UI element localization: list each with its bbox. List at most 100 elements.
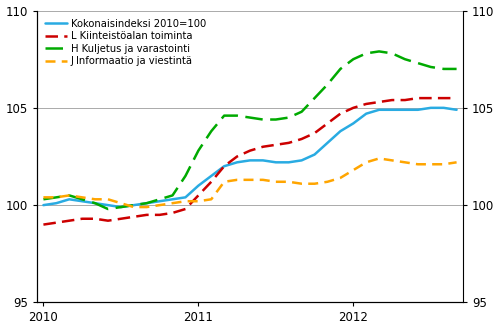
- J Informaatio ja viestintä: [247, 178, 253, 182]
- J Informaatio ja viestintä: [79, 195, 85, 199]
- H Kuljetus ja varastointi: [118, 205, 124, 209]
- L Kiinteistöalan toiminta: [66, 219, 72, 223]
- L Kiinteistöalan toiminta: [376, 100, 382, 104]
- Kokonaisindeksi 2010=100: [92, 201, 98, 205]
- H Kuljetus ja varastointi: [182, 174, 188, 178]
- L Kiinteistöalan toiminta: [286, 141, 292, 145]
- Kokonaisindeksi 2010=100: [338, 129, 344, 133]
- J Informaatio ja viestintä: [182, 199, 188, 203]
- Kokonaisindeksi 2010=100: [350, 121, 356, 125]
- L Kiinteistöalan toiminta: [144, 213, 150, 217]
- Kokonaisindeksi 2010=100: [170, 197, 175, 201]
- J Informaatio ja viestintä: [273, 180, 279, 184]
- J Informaatio ja viestintä: [350, 168, 356, 172]
- Kokonaisindeksi 2010=100: [428, 106, 434, 110]
- J Informaatio ja viestintä: [286, 180, 292, 184]
- J Informaatio ja viestintä: [260, 178, 266, 182]
- L Kiinteistöalan toiminta: [196, 193, 202, 197]
- J Informaatio ja viestintä: [118, 201, 124, 205]
- J Informaatio ja viestintä: [105, 197, 111, 201]
- J Informaatio ja viestintä: [208, 197, 214, 201]
- J Informaatio ja viestintä: [131, 205, 137, 209]
- J Informaatio ja viestintä: [234, 178, 240, 182]
- L Kiinteistöalan toiminta: [92, 217, 98, 221]
- Kokonaisindeksi 2010=100: [286, 160, 292, 164]
- J Informaatio ja viestintä: [415, 162, 421, 166]
- Kokonaisindeksi 2010=100: [118, 205, 124, 209]
- L Kiinteistöalan toiminta: [312, 131, 318, 135]
- H Kuljetus ja varastointi: [66, 193, 72, 197]
- J Informaatio ja viestintä: [376, 156, 382, 160]
- J Informaatio ja viestintä: [338, 176, 344, 180]
- Kokonaisindeksi 2010=100: [247, 158, 253, 162]
- Kokonaisindeksi 2010=100: [182, 195, 188, 199]
- L Kiinteistöalan toiminta: [298, 137, 304, 141]
- J Informaatio ja viestintä: [389, 158, 395, 162]
- Kokonaisindeksi 2010=100: [389, 108, 395, 112]
- L Kiinteistöalan toiminta: [260, 145, 266, 149]
- H Kuljetus ja varastointi: [234, 114, 240, 117]
- J Informaatio ja viestintä: [363, 160, 369, 164]
- H Kuljetus ja varastointi: [54, 195, 60, 199]
- H Kuljetus ja varastointi: [415, 61, 421, 65]
- J Informaatio ja viestintä: [312, 182, 318, 186]
- Kokonaisindeksi 2010=100: [402, 108, 408, 112]
- H Kuljetus ja varastointi: [260, 117, 266, 121]
- H Kuljetus ja varastointi: [247, 115, 253, 119]
- Kokonaisindeksi 2010=100: [105, 203, 111, 207]
- L Kiinteistöalan toiminta: [118, 217, 124, 221]
- H Kuljetus ja varastointi: [402, 57, 408, 61]
- Kokonaisindeksi 2010=100: [156, 199, 162, 203]
- H Kuljetus ja varastointi: [324, 82, 330, 86]
- Kokonaisindeksi 2010=100: [454, 108, 460, 112]
- H Kuljetus ja varastointi: [92, 201, 98, 205]
- H Kuljetus ja varastointi: [196, 149, 202, 153]
- J Informaatio ja viestintä: [454, 160, 460, 164]
- L Kiinteistöalan toiminta: [440, 96, 446, 100]
- Kokonaisindeksi 2010=100: [54, 201, 60, 205]
- L Kiinteistöalan toiminta: [54, 221, 60, 225]
- L Kiinteistöalan toiminta: [363, 102, 369, 106]
- L Kiinteistöalan toiminta: [170, 211, 175, 215]
- L Kiinteistöalan toiminta: [105, 219, 111, 223]
- J Informaatio ja viestintä: [196, 199, 202, 203]
- Kokonaisindeksi 2010=100: [208, 174, 214, 178]
- L Kiinteistöalan toiminta: [338, 112, 344, 115]
- H Kuljetus ja varastointi: [156, 197, 162, 201]
- H Kuljetus ja varastointi: [454, 67, 460, 71]
- Kokonaisindeksi 2010=100: [376, 108, 382, 112]
- Kokonaisindeksi 2010=100: [440, 106, 446, 110]
- J Informaatio ja viestintä: [170, 201, 175, 205]
- Legend: Kokonaisindeksi 2010=100, L Kiinteistöalan toiminta, H Kuljetus ja varastointi, : Kokonaisindeksi 2010=100, L Kiinteistöal…: [42, 16, 209, 69]
- H Kuljetus ja varastointi: [144, 201, 150, 205]
- H Kuljetus ja varastointi: [273, 117, 279, 121]
- J Informaatio ja viestintä: [54, 195, 60, 199]
- L Kiinteistöalan toiminta: [454, 96, 460, 100]
- L Kiinteistöalan toiminta: [156, 213, 162, 217]
- H Kuljetus ja varastointi: [389, 51, 395, 55]
- H Kuljetus ja varastointi: [40, 197, 46, 201]
- J Informaatio ja viestintä: [428, 162, 434, 166]
- H Kuljetus ja varastointi: [376, 50, 382, 53]
- H Kuljetus ja varastointi: [131, 203, 137, 207]
- H Kuljetus ja varastointi: [170, 193, 175, 197]
- L Kiinteistöalan toiminta: [182, 207, 188, 211]
- H Kuljetus ja varastointi: [440, 67, 446, 71]
- Kokonaisindeksi 2010=100: [273, 160, 279, 164]
- J Informaatio ja viestintä: [144, 205, 150, 209]
- L Kiinteistöalan toiminta: [79, 217, 85, 221]
- H Kuljetus ja varastointi: [105, 207, 111, 211]
- L Kiinteistöalan toiminta: [234, 154, 240, 158]
- L Kiinteistöalan toiminta: [208, 180, 214, 184]
- Line: L Kiinteistöalan toiminta: L Kiinteistöalan toiminta: [44, 98, 457, 225]
- Kokonaisindeksi 2010=100: [79, 199, 85, 203]
- Kokonaisindeksi 2010=100: [40, 203, 46, 207]
- H Kuljetus ja varastointi: [79, 197, 85, 201]
- L Kiinteistöalan toiminta: [131, 215, 137, 219]
- J Informaatio ja viestintä: [324, 180, 330, 184]
- Kokonaisindeksi 2010=100: [312, 152, 318, 156]
- L Kiinteistöalan toiminta: [350, 106, 356, 110]
- J Informaatio ja viestintä: [156, 203, 162, 207]
- L Kiinteistöalan toiminta: [428, 96, 434, 100]
- L Kiinteistöalan toiminta: [402, 98, 408, 102]
